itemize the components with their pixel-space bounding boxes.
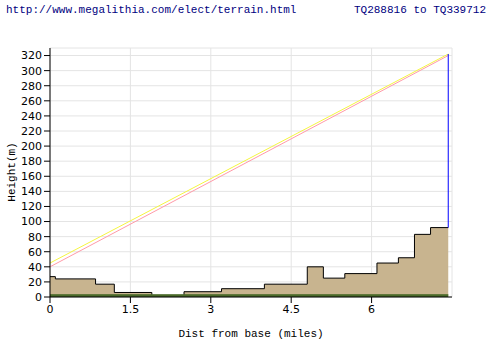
svg-text:160: 160: [21, 170, 42, 183]
svg-text:60: 60: [28, 246, 42, 259]
svg-text:300: 300: [21, 65, 42, 78]
html-text:TQ288816 to TQ339712: TQ288816 to TQ339712: [354, 4, 486, 16]
html-text:http://www.megalithia.com/elec: http://www.megalithia.com/elect/terrain.…: [6, 4, 297, 16]
html-text:Height(m): Height(m): [6, 142, 18, 202]
svg-text:0: 0: [47, 303, 54, 316]
svg-text:4.5: 4.5: [282, 303, 300, 316]
svg-text:40: 40: [28, 261, 42, 274]
svg-text:0: 0: [35, 291, 42, 304]
svg-text:3: 3: [207, 303, 214, 316]
svg-text:120: 120: [21, 200, 42, 213]
svg-text:80: 80: [28, 231, 42, 244]
svg-text:100: 100: [21, 215, 42, 228]
svg-text:20: 20: [28, 276, 42, 289]
svg-text:180: 180: [21, 155, 42, 168]
svg-text:240: 240: [21, 110, 42, 123]
svg-text:200: 200: [21, 140, 42, 153]
svg-text:220: 220: [21, 125, 42, 138]
html-text:Dist from base (miles): Dist from base (miles): [178, 328, 324, 340]
svg-text:280: 280: [21, 80, 42, 93]
svg-text:6: 6: [368, 303, 375, 316]
svg-text:1.5: 1.5: [122, 303, 140, 316]
svg-text:140: 140: [21, 185, 42, 198]
svg-text:260: 260: [21, 95, 42, 108]
svg-text:320: 320: [21, 49, 42, 62]
